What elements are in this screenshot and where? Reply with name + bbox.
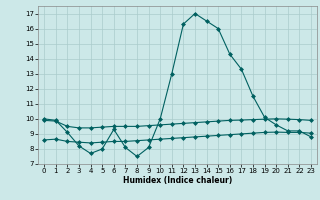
X-axis label: Humidex (Indice chaleur): Humidex (Indice chaleur): [123, 176, 232, 185]
